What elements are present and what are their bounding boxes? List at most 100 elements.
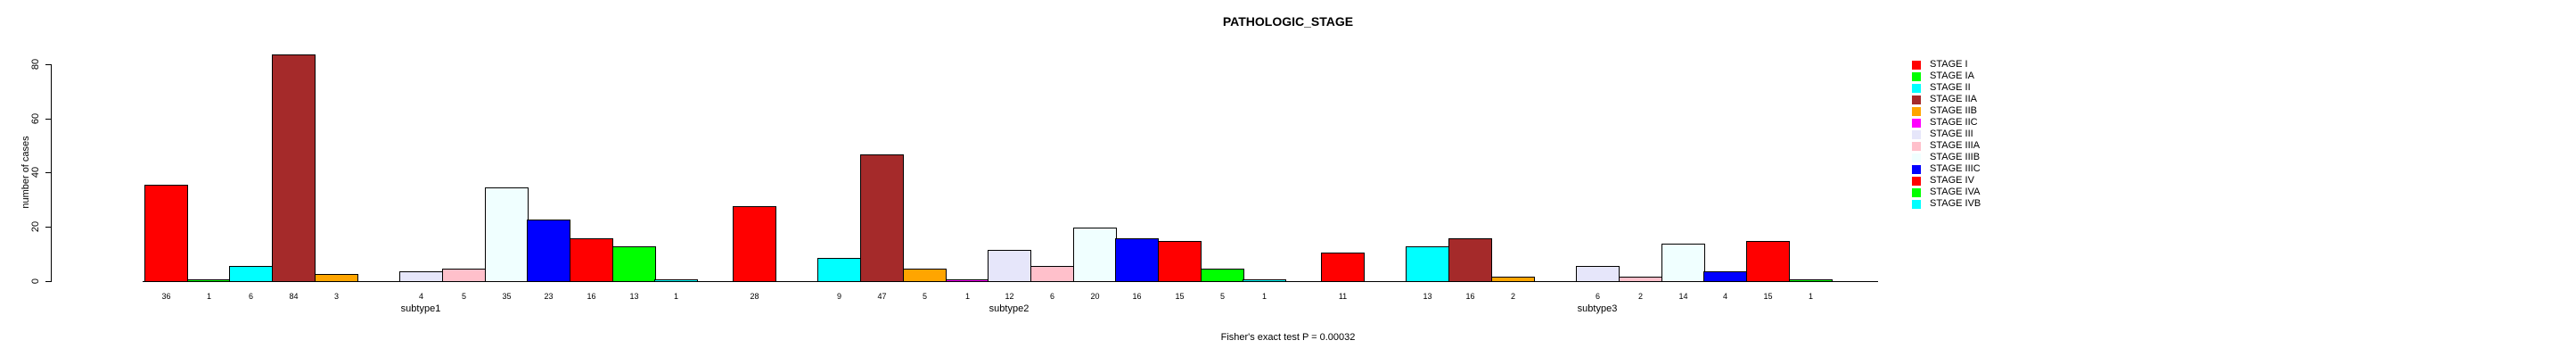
bar-value-label: 6: [1049, 292, 1054, 301]
x-category-label-subtype2: subtype2: [989, 303, 1030, 314]
bar-subtype2-stage-i: [733, 206, 776, 282]
y-axis-tick-label: 40: [30, 166, 41, 178]
bar-subtype2-stage-iia: [860, 154, 904, 282]
bar-value-label: 1: [1261, 292, 1267, 301]
bar-subtype3-stage-ii: [1406, 246, 1449, 282]
bar-subtype2-stage-iic: [946, 279, 989, 282]
legend-swatch-stage-i: [1912, 61, 1921, 70]
y-axis-tick-label: 0: [30, 278, 41, 285]
y-axis-tick: [45, 281, 51, 282]
bar-value-label: 4: [418, 292, 423, 301]
bar-value-label: 5: [461, 292, 466, 301]
bar-subtype1-stage-ii: [229, 266, 273, 282]
y-axis-tick-label: 80: [30, 58, 41, 71]
bar-subtype1-stage-iib: [315, 274, 358, 282]
legend-label: STAGE III: [1930, 129, 1973, 139]
bar-value-label: 16: [1132, 292, 1142, 301]
bar-value-label: 84: [289, 292, 299, 301]
legend-swatch-stage-iiic: [1912, 165, 1921, 174]
y-axis-tick-label: 60: [30, 112, 41, 125]
bar-subtype3-stage-iia: [1448, 238, 1492, 282]
legend-swatch-stage-iii: [1912, 130, 1921, 139]
bar-subtype1-stage-iia: [272, 54, 316, 282]
bar-value-label: 1: [673, 292, 678, 301]
bar-subtype1-stage-iiib: [485, 187, 529, 282]
legend-label: STAGE IIB: [1930, 105, 1977, 116]
bar-value-label: 20: [1090, 292, 1100, 301]
legend-swatch-stage-ivb: [1912, 200, 1921, 209]
bar-subtype2-stage-iiia: [1030, 266, 1074, 282]
legend-swatch-stage-iia: [1912, 95, 1921, 104]
legend-swatch-stage-ii: [1912, 84, 1921, 93]
legend-label: STAGE II: [1930, 82, 1971, 93]
bar-subtype3-stage-i: [1321, 253, 1365, 282]
bar-value-label: 4: [1722, 292, 1727, 301]
bar-value-label: 1: [206, 292, 211, 301]
bar-value-label: 6: [248, 292, 253, 301]
bar-subtype2-stage-iiib: [1073, 228, 1117, 282]
x-category-label-subtype3: subtype3: [1577, 303, 1618, 314]
bar-subtype3-stage-iii: [1576, 266, 1620, 282]
bar-subtype2-stage-iib: [903, 269, 947, 282]
bar-value-label: 5: [1219, 292, 1225, 301]
y-axis-tick: [45, 227, 51, 228]
bar-subtype2-stage-iva: [1201, 269, 1244, 282]
chart-title: PATHOLOGIC_STAGE: [1222, 14, 1354, 29]
bar-value-label: 5: [922, 292, 927, 301]
legend-label: STAGE IVA: [1930, 187, 1981, 197]
bar-subtype3-stage-iiib: [1661, 244, 1705, 282]
bar-value-label: 3: [333, 292, 339, 301]
bar-subtype2-stage-iiic: [1115, 238, 1159, 282]
legend-swatch-stage-iv: [1912, 177, 1921, 186]
legend-label: STAGE IIC: [1930, 117, 1978, 128]
bar-value-label: 47: [877, 292, 887, 301]
legend-label: STAGE IVB: [1930, 198, 1981, 209]
bar-subtype3-stage-iv: [1746, 241, 1790, 282]
bar-value-label: 12: [1005, 292, 1014, 301]
fisher-test-annotation: Fisher's exact test P = 0.00032: [1220, 332, 1356, 343]
legend-label: STAGE IIIA: [1930, 140, 1981, 151]
legend-label: STAGE IA: [1930, 71, 1974, 81]
bar-subtype1-stage-iiia: [442, 269, 486, 282]
legend-label: STAGE IIIB: [1930, 152, 1981, 162]
bar-value-label: 9: [836, 292, 841, 301]
bar-subtype1-stage-iiic: [527, 220, 570, 282]
legend-swatch-stage-iiia: [1912, 142, 1921, 151]
legend-swatch-stage-ia: [1912, 72, 1921, 81]
bar-value-label: 2: [1637, 292, 1643, 301]
legend-label: STAGE I: [1930, 59, 1968, 70]
y-axis-tick: [45, 172, 51, 173]
legend-swatch-stage-iib: [1912, 107, 1921, 116]
bar-subtype3-stage-iva: [1789, 279, 1833, 282]
bar-value-label: 14: [1678, 292, 1688, 301]
bar-value-label: 16: [587, 292, 596, 301]
y-axis-tick-label: 20: [30, 220, 41, 233]
bar-value-label: 16: [1465, 292, 1475, 301]
bar-subtype2-stage-ii: [817, 258, 861, 282]
bar-value-label: 35: [502, 292, 512, 301]
bar-value-label: 23: [544, 292, 554, 301]
bar-value-label: 15: [1763, 292, 1773, 301]
legend-label: STAGE IIIC: [1930, 163, 1981, 174]
legend-swatch-stage-iic: [1912, 119, 1921, 128]
bar-subtype2-stage-iii: [988, 250, 1031, 282]
bar-value-label: 13: [629, 292, 639, 301]
y-axis-line: [51, 64, 52, 282]
y-axis-tick: [45, 64, 51, 65]
bar-subtype2-stage-ivb: [1243, 279, 1286, 282]
bar-value-label: 15: [1175, 292, 1185, 301]
bar-subtype2-stage-iv: [1158, 241, 1202, 282]
bar-value-label: 36: [161, 292, 171, 301]
legend-label: STAGE IV: [1930, 175, 1974, 186]
bar-value-label: 1: [964, 292, 970, 301]
bar-subtype1-stage-iii: [399, 271, 443, 282]
bar-value-label: 1: [1808, 292, 1813, 301]
bar-value-label: 11: [1338, 292, 1348, 301]
bar-subtype1-stage-i: [144, 185, 188, 282]
bar-value-label: 6: [1595, 292, 1600, 301]
bar-subtype1-stage-iv: [570, 238, 613, 282]
bar-value-label: 28: [750, 292, 759, 301]
y-axis-tick: [45, 119, 51, 120]
bar-subtype3-stage-iib: [1491, 277, 1535, 282]
